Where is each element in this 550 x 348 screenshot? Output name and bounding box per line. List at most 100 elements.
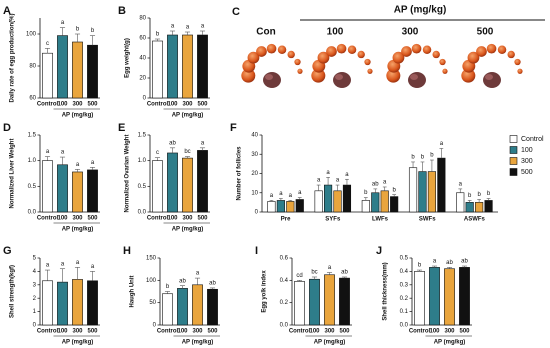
bar <box>459 267 470 326</box>
bar <box>408 167 418 213</box>
group-label: Con <box>256 27 275 38</box>
follicle <box>367 68 373 74</box>
x-tick-label: 100 <box>57 216 68 222</box>
bar <box>72 41 83 99</box>
group-label: 500 <box>477 27 494 38</box>
panel-label: E <box>118 122 125 134</box>
x-axis-label: AP (mg/kg) <box>62 340 94 346</box>
significance-letter: b <box>166 284 170 290</box>
bar <box>342 184 352 213</box>
bar <box>152 160 163 213</box>
significance-letter: c <box>46 41 49 47</box>
significance-letter: b <box>156 32 160 38</box>
x-tick-label: 500 <box>339 329 350 335</box>
x-tick-label: 300 <box>182 216 193 222</box>
x-tick-label: 300 <box>72 329 83 335</box>
bar <box>484 200 493 213</box>
x-axis-label: AP (mg/kg) <box>182 340 214 346</box>
bar <box>314 190 323 213</box>
significance-letter: a <box>171 24 175 30</box>
x-tick-label: Control <box>409 329 431 335</box>
legend-label: Control <box>521 136 544 143</box>
follicle <box>247 51 260 64</box>
x-tick-label: 500 <box>87 102 98 108</box>
significance-letter: a <box>440 141 444 147</box>
bar <box>371 192 380 213</box>
bar <box>475 202 484 213</box>
y-tick-label: 1.0 <box>138 158 147 164</box>
x-tick-label: 300 <box>444 329 455 335</box>
bar <box>167 152 178 213</box>
y-tick-label: 1 <box>33 309 37 315</box>
significance-letter: c <box>156 150 159 156</box>
panel-label: I <box>255 245 258 257</box>
follicle <box>294 58 301 66</box>
significance-letter: ab <box>446 260 453 266</box>
bar <box>456 192 465 213</box>
bar <box>57 281 68 326</box>
y-tick-label: 0.5 <box>28 184 37 190</box>
significance-letter: bc <box>184 149 190 155</box>
y-tick-label: 40 <box>251 133 258 139</box>
x-tick-label: Control <box>147 102 169 108</box>
bar <box>380 190 389 213</box>
y-tick-label: 80 <box>139 16 146 22</box>
bar <box>177 288 188 326</box>
follicle <box>336 43 347 54</box>
legend-label: 100 <box>521 147 533 154</box>
x-tick-label: 500 <box>459 329 470 335</box>
x-tick-label: 100 <box>57 102 68 108</box>
y-tick-label: 60 <box>29 96 36 102</box>
bar <box>72 171 83 213</box>
y-tick-label: 0.6 <box>280 256 289 262</box>
bar <box>162 293 173 326</box>
y-tick-label: 4 <box>33 269 37 275</box>
significance-letter: b <box>430 153 434 159</box>
bar <box>42 280 53 326</box>
significance-letter: ab <box>341 270 348 276</box>
follicle <box>497 45 507 54</box>
follicle <box>439 58 446 66</box>
y-tick-label: 0.0 <box>28 210 37 216</box>
y-tick-label: 30 <box>251 152 258 158</box>
bar <box>324 184 333 213</box>
y-tick-label: 20 <box>139 76 146 82</box>
significance-letter: a <box>433 259 437 265</box>
follicle <box>401 46 412 57</box>
bar <box>361 200 370 213</box>
significance-letter: a <box>91 160 95 166</box>
follicle <box>297 68 303 74</box>
y-axis-label: Egg weight(g) <box>125 38 131 78</box>
bar <box>267 201 276 213</box>
x-tick-label: Control <box>289 329 311 335</box>
significance-letter: bc <box>311 270 317 276</box>
y-tick-label: 50 <box>149 300 156 306</box>
bar <box>465 202 474 213</box>
bar <box>333 190 342 213</box>
y-axis-label: Daily rate of egg production(%) <box>10 13 16 102</box>
x-tick-label: 100 <box>177 329 188 335</box>
follicle <box>357 50 365 59</box>
bar <box>152 40 163 99</box>
legend-swatch <box>509 135 518 143</box>
ovary <box>485 74 493 80</box>
bar <box>167 34 178 99</box>
significance-letter: b <box>91 28 95 34</box>
x-tick-label: 100 <box>57 329 68 335</box>
follicle <box>256 46 267 57</box>
bar <box>192 284 203 326</box>
y-axis-label: Number of follicles <box>237 146 243 201</box>
x-tick-label: 500 <box>87 329 98 335</box>
y-tick-label: 0 <box>153 323 157 329</box>
x-tick-label: Control <box>157 329 179 335</box>
significance-letter: a <box>383 180 387 186</box>
y-axis-label: Shell strength(kgf) <box>10 265 16 318</box>
significance-letter: b <box>411 155 415 161</box>
significance-letter: ab <box>169 140 176 146</box>
bar <box>414 271 425 326</box>
bar <box>429 267 440 326</box>
bar <box>87 44 98 99</box>
significance-letter: cd <box>296 273 302 279</box>
y-tick-label: 100 <box>146 278 157 284</box>
x-tick-label: Control <box>37 216 59 222</box>
